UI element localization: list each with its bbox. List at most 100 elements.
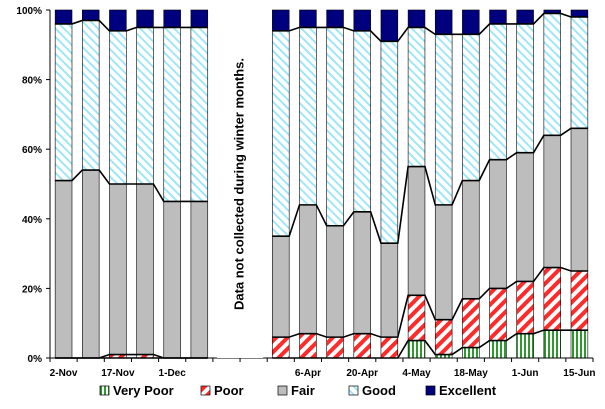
- bar-stack: [434, 9, 453, 359]
- bar-stack: [136, 9, 154, 359]
- y-tick-label: 20%: [22, 284, 42, 295]
- bar-segment-poor: [543, 267, 561, 331]
- bar-segment-fair: [434, 204, 453, 321]
- bar-segment-excellent: [109, 9, 127, 32]
- x-tick-label: 1-Jun: [512, 368, 539, 379]
- bar-segment-excellent: [299, 9, 317, 28]
- bar-segment-excellent: [272, 9, 290, 32]
- bar-stack: [272, 9, 290, 359]
- bar-stack: [163, 9, 181, 359]
- bar-segment-fair: [462, 180, 480, 300]
- bar-segment-fair: [82, 169, 100, 359]
- bar-segment-poor: [407, 295, 426, 341]
- legend-label: Very Poor: [113, 383, 174, 398]
- bar-segment-poor: [489, 288, 507, 341]
- bar-segment-good: [407, 27, 426, 167]
- bar-segment-excellent: [54, 9, 73, 25]
- bar-stack: [462, 9, 480, 359]
- bar-segment-good: [190, 27, 209, 202]
- bar-segment-good: [462, 34, 480, 181]
- bar-stack: [54, 9, 73, 359]
- bar-stack: [516, 9, 534, 359]
- boundary-line: [55, 19, 208, 32]
- boundary-line: [272, 127, 588, 244]
- bar-stack: [489, 9, 507, 359]
- bar-segment-fair: [54, 180, 73, 359]
- legend-label: Fair: [291, 383, 315, 398]
- bar-stack: [543, 9, 561, 359]
- bar-stack: [570, 9, 589, 359]
- bar-segment-fair: [163, 201, 181, 359]
- bar-segment-very-poor: [407, 340, 426, 359]
- bar-segment-good: [299, 27, 317, 206]
- bar-segment-excellent: [570, 9, 589, 18]
- bar-segment-poor: [353, 333, 371, 359]
- legend-label: Excellent: [439, 383, 497, 398]
- bar-segment-excellent: [434, 9, 453, 35]
- bar-segment-good: [326, 27, 344, 227]
- legend-swatch: [425, 385, 436, 396]
- bar-segment-very-poor: [462, 347, 480, 359]
- bar-stack: [353, 9, 371, 359]
- bar-segment-good: [163, 27, 181, 202]
- y-tick-label: 60%: [22, 145, 42, 156]
- bar-segment-fair: [407, 166, 426, 296]
- bar-stack: [299, 9, 317, 359]
- bar-segment-very-poor: [516, 333, 534, 359]
- bar-stack: [380, 9, 399, 359]
- bar-segment-fair: [516, 152, 534, 282]
- bar-segment-excellent: [163, 9, 181, 28]
- bar-stack: [82, 9, 100, 359]
- legend-label: Poor: [214, 383, 244, 398]
- bar-segment-poor: [326, 336, 344, 359]
- bar-segment-poor: [516, 281, 534, 334]
- bar-stack: [326, 9, 344, 359]
- bar-segment-excellent: [407, 9, 426, 28]
- bar-stack: [190, 9, 209, 359]
- bar-segment-fair: [190, 201, 209, 359]
- bar-segment-good: [82, 20, 100, 171]
- x-tick-label: 2-Nov: [50, 368, 78, 379]
- bar-segment-poor: [299, 333, 317, 359]
- bar-segment-very-poor: [489, 340, 507, 359]
- bar-segment-fair: [380, 242, 399, 338]
- bar-segment-fair: [299, 204, 317, 334]
- bar-segment-poor: [434, 319, 453, 355]
- bar-segment-excellent: [380, 9, 399, 42]
- bar-segment-good: [380, 41, 399, 244]
- x-tick-label: 15-Jun: [563, 368, 595, 379]
- x-tick-label: 18-May: [454, 368, 488, 379]
- bar-segment-fair: [543, 134, 561, 268]
- bar-segment-fair: [570, 128, 589, 272]
- y-tick-label: 80%: [22, 76, 42, 87]
- bar-segment-good: [489, 23, 507, 160]
- bar-segment-fair: [136, 183, 154, 355]
- bar-segment-very-poor: [543, 329, 561, 359]
- x-tick-label: 6-Apr: [295, 368, 321, 379]
- x-tick-label: 4-May: [402, 368, 431, 379]
- bar-segment-excellent: [82, 9, 100, 21]
- legend-label: Good: [362, 383, 396, 398]
- legend-item-very-poor: Very Poor: [99, 383, 174, 398]
- bar-segment-fair: [353, 211, 371, 334]
- bar-segment-good: [434, 34, 453, 206]
- bar-segment-very-poor: [570, 329, 589, 359]
- bar-segment-excellent: [462, 9, 480, 35]
- bar-segment-excellent: [489, 9, 507, 25]
- legend-swatch: [348, 385, 359, 396]
- bar-segment-excellent: [326, 9, 344, 28]
- legend-swatch: [99, 385, 110, 396]
- bar-segment-good: [353, 30, 371, 213]
- legend-item-good: Good: [348, 383, 396, 398]
- bar-stack: [109, 9, 127, 359]
- bar-segment-excellent: [190, 9, 209, 28]
- boundary-line: [55, 169, 208, 203]
- legend-item-fair: Fair: [277, 383, 315, 398]
- y-tick-label: 0%: [28, 354, 43, 365]
- gap-region: [216, 9, 264, 358]
- bar-stack: [407, 9, 426, 359]
- y-tick-label: 40%: [22, 215, 42, 226]
- y-tick-label: 100%: [16, 6, 42, 17]
- bar-segment-good: [272, 30, 290, 237]
